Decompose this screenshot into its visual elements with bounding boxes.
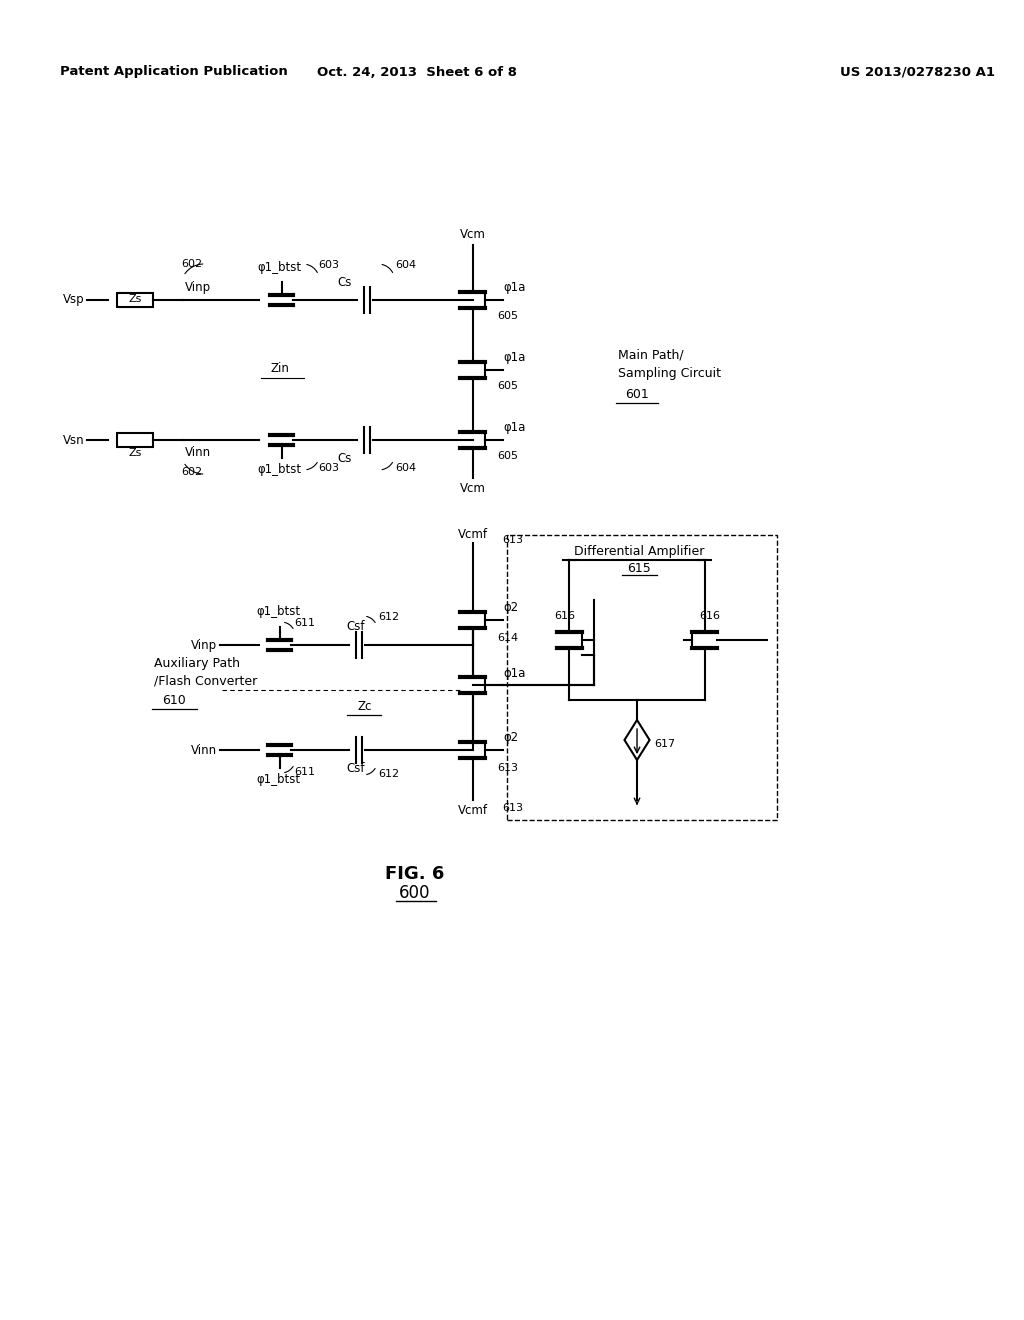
Text: US 2013/0278230 A1: US 2013/0278230 A1 — [840, 66, 994, 78]
Text: Vcmf: Vcmf — [458, 528, 488, 540]
Text: 612: 612 — [378, 612, 399, 622]
Text: Csf: Csf — [346, 762, 365, 775]
Text: 616: 616 — [699, 611, 720, 620]
Text: Vinp: Vinp — [185, 281, 211, 294]
Text: FIG. 6: FIG. 6 — [385, 865, 444, 883]
Text: Vsp: Vsp — [63, 293, 85, 306]
Text: Vcm: Vcm — [460, 482, 485, 495]
Text: 617: 617 — [654, 739, 676, 748]
Text: φ1a: φ1a — [504, 667, 526, 680]
Text: Zc: Zc — [357, 701, 372, 714]
Text: Vcmf: Vcmf — [458, 804, 488, 817]
Text: 605: 605 — [497, 451, 518, 461]
Text: Vinn: Vinn — [185, 446, 211, 458]
Text: 616: 616 — [554, 611, 575, 620]
Text: φ1_btst: φ1_btst — [256, 606, 300, 619]
Text: Differential Amplifier: Differential Amplifier — [573, 545, 705, 558]
Text: 603: 603 — [318, 260, 340, 271]
Text: 600: 600 — [399, 884, 431, 902]
Text: φ1_btst: φ1_btst — [258, 463, 302, 477]
Text: Csf: Csf — [346, 620, 365, 634]
Text: 611: 611 — [294, 767, 315, 777]
Text: Oct. 24, 2013  Sheet 6 of 8: Oct. 24, 2013 Sheet 6 of 8 — [317, 66, 517, 78]
Text: φ2: φ2 — [504, 602, 519, 615]
Text: Cs: Cs — [337, 451, 351, 465]
Text: 603: 603 — [318, 463, 340, 473]
Text: φ1_btst: φ1_btst — [258, 260, 302, 273]
Text: 612: 612 — [378, 770, 399, 779]
Text: Vinp: Vinp — [191, 639, 217, 652]
Text: Auxiliary Path: Auxiliary Path — [155, 656, 241, 669]
Text: Patent Application Publication: Patent Application Publication — [59, 66, 288, 78]
Text: Vinn: Vinn — [191, 743, 217, 756]
Text: φ1a: φ1a — [504, 281, 526, 294]
Text: /Flash Converter: /Flash Converter — [155, 675, 258, 688]
Bar — [507, 535, 777, 820]
Text: Sampling Circuit: Sampling Circuit — [617, 367, 721, 380]
Text: 614: 614 — [497, 634, 518, 643]
Text: 605: 605 — [497, 312, 518, 321]
Text: 613: 613 — [497, 763, 518, 774]
Text: 613: 613 — [502, 535, 523, 545]
Text: Vsn: Vsn — [63, 433, 85, 446]
Text: φ2: φ2 — [504, 731, 519, 744]
Text: Zin: Zin — [270, 362, 290, 375]
Bar — [117, 433, 154, 447]
Text: 610: 610 — [162, 694, 185, 708]
Text: Vcm: Vcm — [460, 228, 485, 242]
Text: 605: 605 — [497, 381, 518, 391]
Text: 615: 615 — [627, 561, 651, 574]
Text: 602: 602 — [181, 467, 203, 477]
Text: 611: 611 — [294, 618, 315, 628]
Text: Zs: Zs — [128, 447, 141, 458]
Text: 602: 602 — [181, 259, 203, 269]
Text: 604: 604 — [395, 260, 417, 271]
Text: Main Path/: Main Path/ — [617, 348, 683, 362]
Bar — [117, 293, 154, 308]
Text: Cs: Cs — [337, 276, 351, 289]
Text: Zs: Zs — [128, 294, 141, 304]
Text: 604: 604 — [395, 463, 417, 473]
Text: φ1_btst: φ1_btst — [256, 774, 300, 787]
Text: φ1a: φ1a — [504, 421, 526, 434]
Text: 613: 613 — [502, 803, 523, 813]
Text: φ1a: φ1a — [504, 351, 526, 364]
Text: 601: 601 — [625, 388, 649, 401]
